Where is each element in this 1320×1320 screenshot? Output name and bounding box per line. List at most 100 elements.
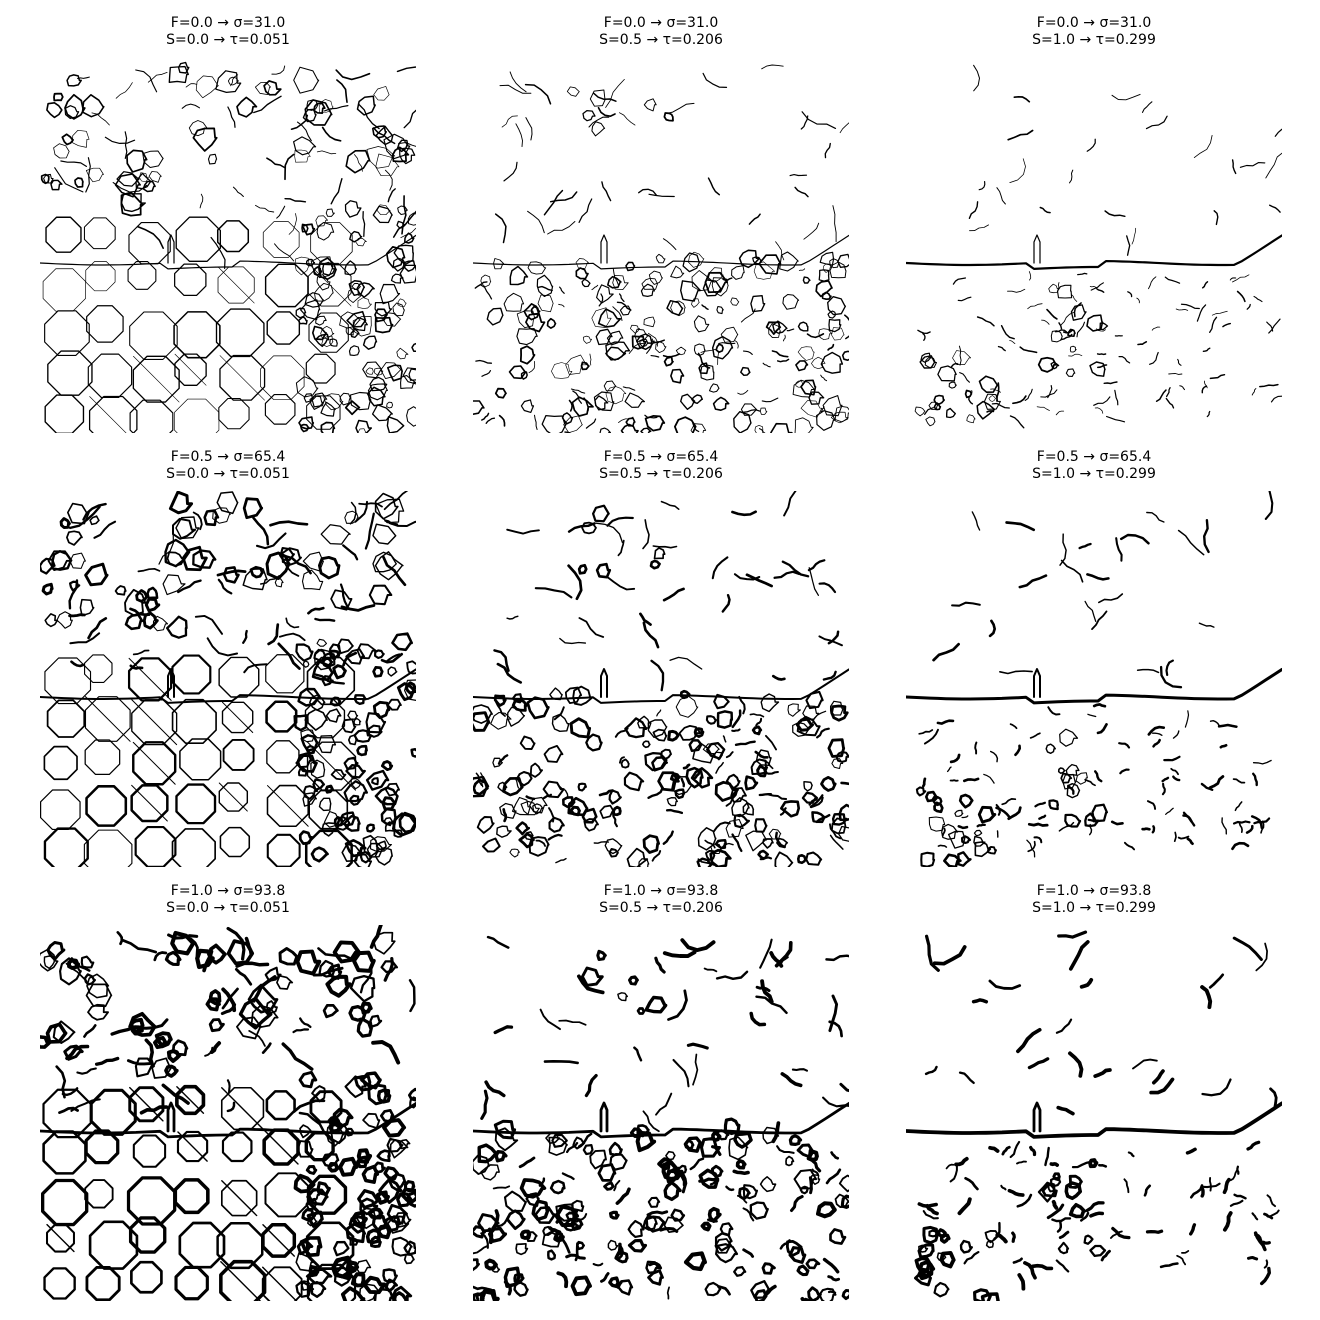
edge-stroke <box>829 834 844 850</box>
edge-stroke <box>677 1170 686 1187</box>
edge-stroke <box>1096 288 1105 293</box>
edge-stroke <box>129 399 174 433</box>
edge-stroke <box>88 1220 139 1270</box>
edge-stroke <box>591 307 612 328</box>
edge-stroke <box>1096 353 1107 356</box>
edge-stroke <box>693 727 705 738</box>
edge-stroke <box>581 278 591 288</box>
edge-stroke <box>1068 1051 1084 1078</box>
edge-stroke <box>600 1272 610 1283</box>
edge-stroke <box>725 818 744 838</box>
edge-stroke <box>923 728 939 745</box>
edge-stroke <box>221 1131 253 1163</box>
edge-stroke <box>126 1059 152 1066</box>
edge-stroke <box>493 649 510 672</box>
edge-stroke <box>624 392 645 408</box>
edge-stroke <box>310 256 334 279</box>
edge-stroke <box>1068 940 1090 971</box>
edge-stroke <box>40 1178 89 1227</box>
edge-stroke <box>480 1089 489 1120</box>
edge-stroke <box>958 793 974 809</box>
edge-stroke <box>1219 743 1228 749</box>
edge-stroke <box>925 416 936 427</box>
edge-stroke <box>731 797 750 818</box>
edge-stroke <box>525 795 536 801</box>
edge-stroke <box>502 808 508 823</box>
edge-stroke <box>805 1258 821 1270</box>
edge-stroke <box>263 80 282 96</box>
edge-stroke <box>1232 820 1251 825</box>
edge-stroke <box>1106 415 1126 423</box>
edge-stroke <box>991 402 1010 409</box>
edge-stroke <box>386 698 402 711</box>
edge-stroke <box>323 810 340 828</box>
edge-stroke <box>292 1099 326 1114</box>
edge-stroke <box>42 268 86 312</box>
s-tau-label: S=0.5 → τ=0.206 <box>599 900 723 916</box>
edge-stroke <box>802 276 811 284</box>
edge-stroke <box>655 253 666 264</box>
edge-stroke <box>607 1239 619 1251</box>
edge-stroke <box>648 1261 663 1270</box>
edge-stroke <box>675 695 699 718</box>
edge-stroke <box>347 287 363 304</box>
edge-stroke <box>818 582 837 594</box>
edge-stroke <box>407 212 416 226</box>
edge-stroke <box>296 1140 314 1158</box>
edge-stroke <box>1141 101 1153 113</box>
edge-stroke <box>114 585 127 596</box>
edge-stroke <box>768 323 781 339</box>
edge-stroke <box>1159 1262 1179 1269</box>
edge-stroke <box>933 394 946 405</box>
edge-stroke <box>396 220 406 229</box>
edge-stroke <box>914 406 926 417</box>
edge-stroke <box>578 617 605 638</box>
edge-stroke <box>46 101 63 119</box>
edge-stroke <box>680 393 696 410</box>
edge-stroke <box>67 958 81 970</box>
edge-stroke <box>1089 286 1097 289</box>
edge-stroke <box>341 718 357 734</box>
edge-stroke <box>486 935 510 949</box>
edge-stroke <box>265 1090 296 1121</box>
edge-stroke <box>1115 537 1123 562</box>
edge-stroke <box>1009 340 1016 344</box>
edge-stroke <box>795 380 804 388</box>
edge-stroke <box>261 1223 297 1258</box>
edge-stroke <box>692 1053 699 1086</box>
edge-stroke <box>306 741 357 791</box>
edge-stroke <box>40 668 416 704</box>
edge-stroke <box>616 1281 623 1289</box>
edge-stroke <box>561 1172 575 1181</box>
edge-stroke <box>493 1119 517 1140</box>
edge-stroke <box>977 805 997 824</box>
edge-stroke <box>596 284 614 304</box>
edge-stroke <box>104 136 136 144</box>
edge-stroke <box>473 234 849 270</box>
edge-stroke <box>88 395 138 433</box>
edge-stroke <box>760 407 768 415</box>
edge-stroke <box>957 296 972 302</box>
edge-stroke <box>1027 840 1036 853</box>
edge-stroke <box>132 741 176 785</box>
edge-stroke <box>691 298 700 308</box>
edge-stroke <box>525 312 546 333</box>
edge-stroke <box>323 393 344 411</box>
edge-stroke <box>612 268 619 285</box>
edge-stroke <box>348 1004 367 1022</box>
edge-stroke <box>387 666 398 677</box>
edge-stroke <box>353 1074 372 1092</box>
edge-stroke <box>1044 1146 1050 1167</box>
edge-stroke <box>618 756 625 764</box>
edge-stroke <box>715 343 724 354</box>
edge-stroke <box>732 1169 750 1176</box>
edge-stroke <box>832 205 837 243</box>
edge-stroke <box>64 93 86 120</box>
edge-stroke <box>515 123 523 148</box>
edge-stroke <box>1260 820 1265 834</box>
edge-stroke <box>592 92 617 102</box>
edge-stroke <box>785 1155 795 1167</box>
edge-stroke <box>761 64 784 70</box>
edge-stroke <box>503 1190 527 1212</box>
edge-stroke <box>242 568 268 591</box>
